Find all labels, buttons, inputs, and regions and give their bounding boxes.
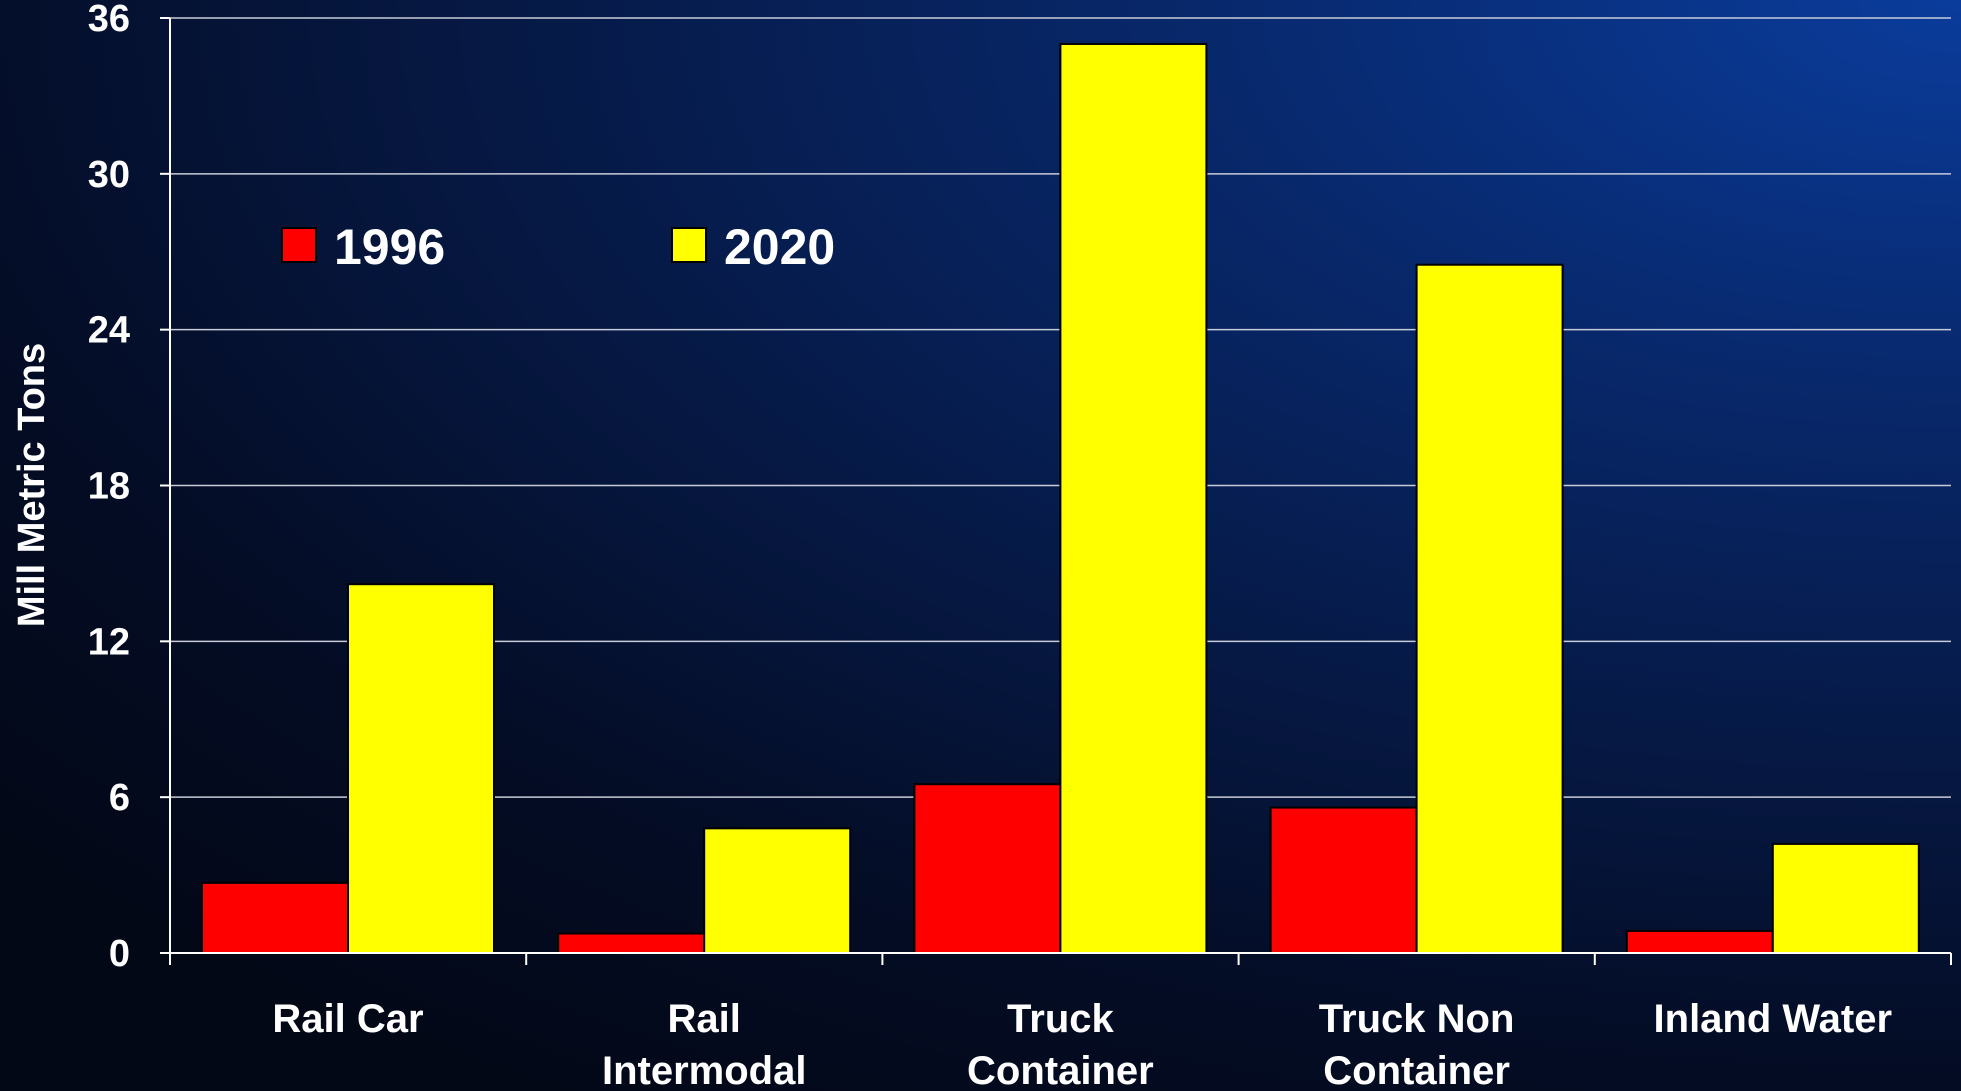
x-category-label: Rail Car [272,997,423,1041]
axes [160,17,1952,965]
bar-2020 [1415,263,1564,955]
y-tick-label: 0 [109,933,130,975]
x-category-label-line: Inland Water [1654,997,1893,1041]
y-tick-label: 18 [88,466,130,508]
y-tick-label: 24 [88,310,130,352]
x-category-label: Rail Intermodal [602,997,806,1091]
bar-2020 [703,827,852,954]
labels: 0 6 12 18 24 30 36 Rail Car Rail Intermodal Truck C… [11,0,1892,1091]
bar-1996 [557,932,706,954]
bars [201,42,1920,955]
x-category-label-line: Container [1323,1049,1510,1091]
bar-2020 [1771,842,1920,955]
bar-1996 [1269,806,1418,954]
y-axis-title: Mill Metric Tons [11,343,53,627]
bar-2020 [347,583,495,954]
legend-label-2020: 2020 [724,219,835,275]
x-category-label-line: Rail Car [272,997,423,1041]
x-category-label-line: Truck Non [1319,997,1515,1041]
bar-1996 [1625,929,1774,954]
x-category-label: Inland Water [1654,997,1893,1041]
x-category-label-line: Container [967,1049,1154,1091]
y-tick-label: 30 [88,154,130,196]
bar-1996 [201,881,349,954]
legend: 1996 2020 [281,219,835,275]
y-tick-label: 12 [88,621,130,663]
legend-label-1996: 1996 [334,219,445,275]
legend-swatch-2020 [671,227,707,263]
x-category-label-line: Truck [1007,997,1114,1041]
bar-1996 [913,783,1062,954]
bar-2020 [1059,42,1208,954]
legend-swatch-1996 [281,227,317,263]
x-category-label-line: Intermodal [602,1049,806,1091]
x-category-label-line: Rail [668,997,741,1041]
x-category-label: Truck Container [967,997,1154,1091]
x-category-label: Truck Non Container [1319,997,1515,1091]
y-tick-label: 36 [88,0,130,40]
y-tick-label: 6 [109,777,130,819]
